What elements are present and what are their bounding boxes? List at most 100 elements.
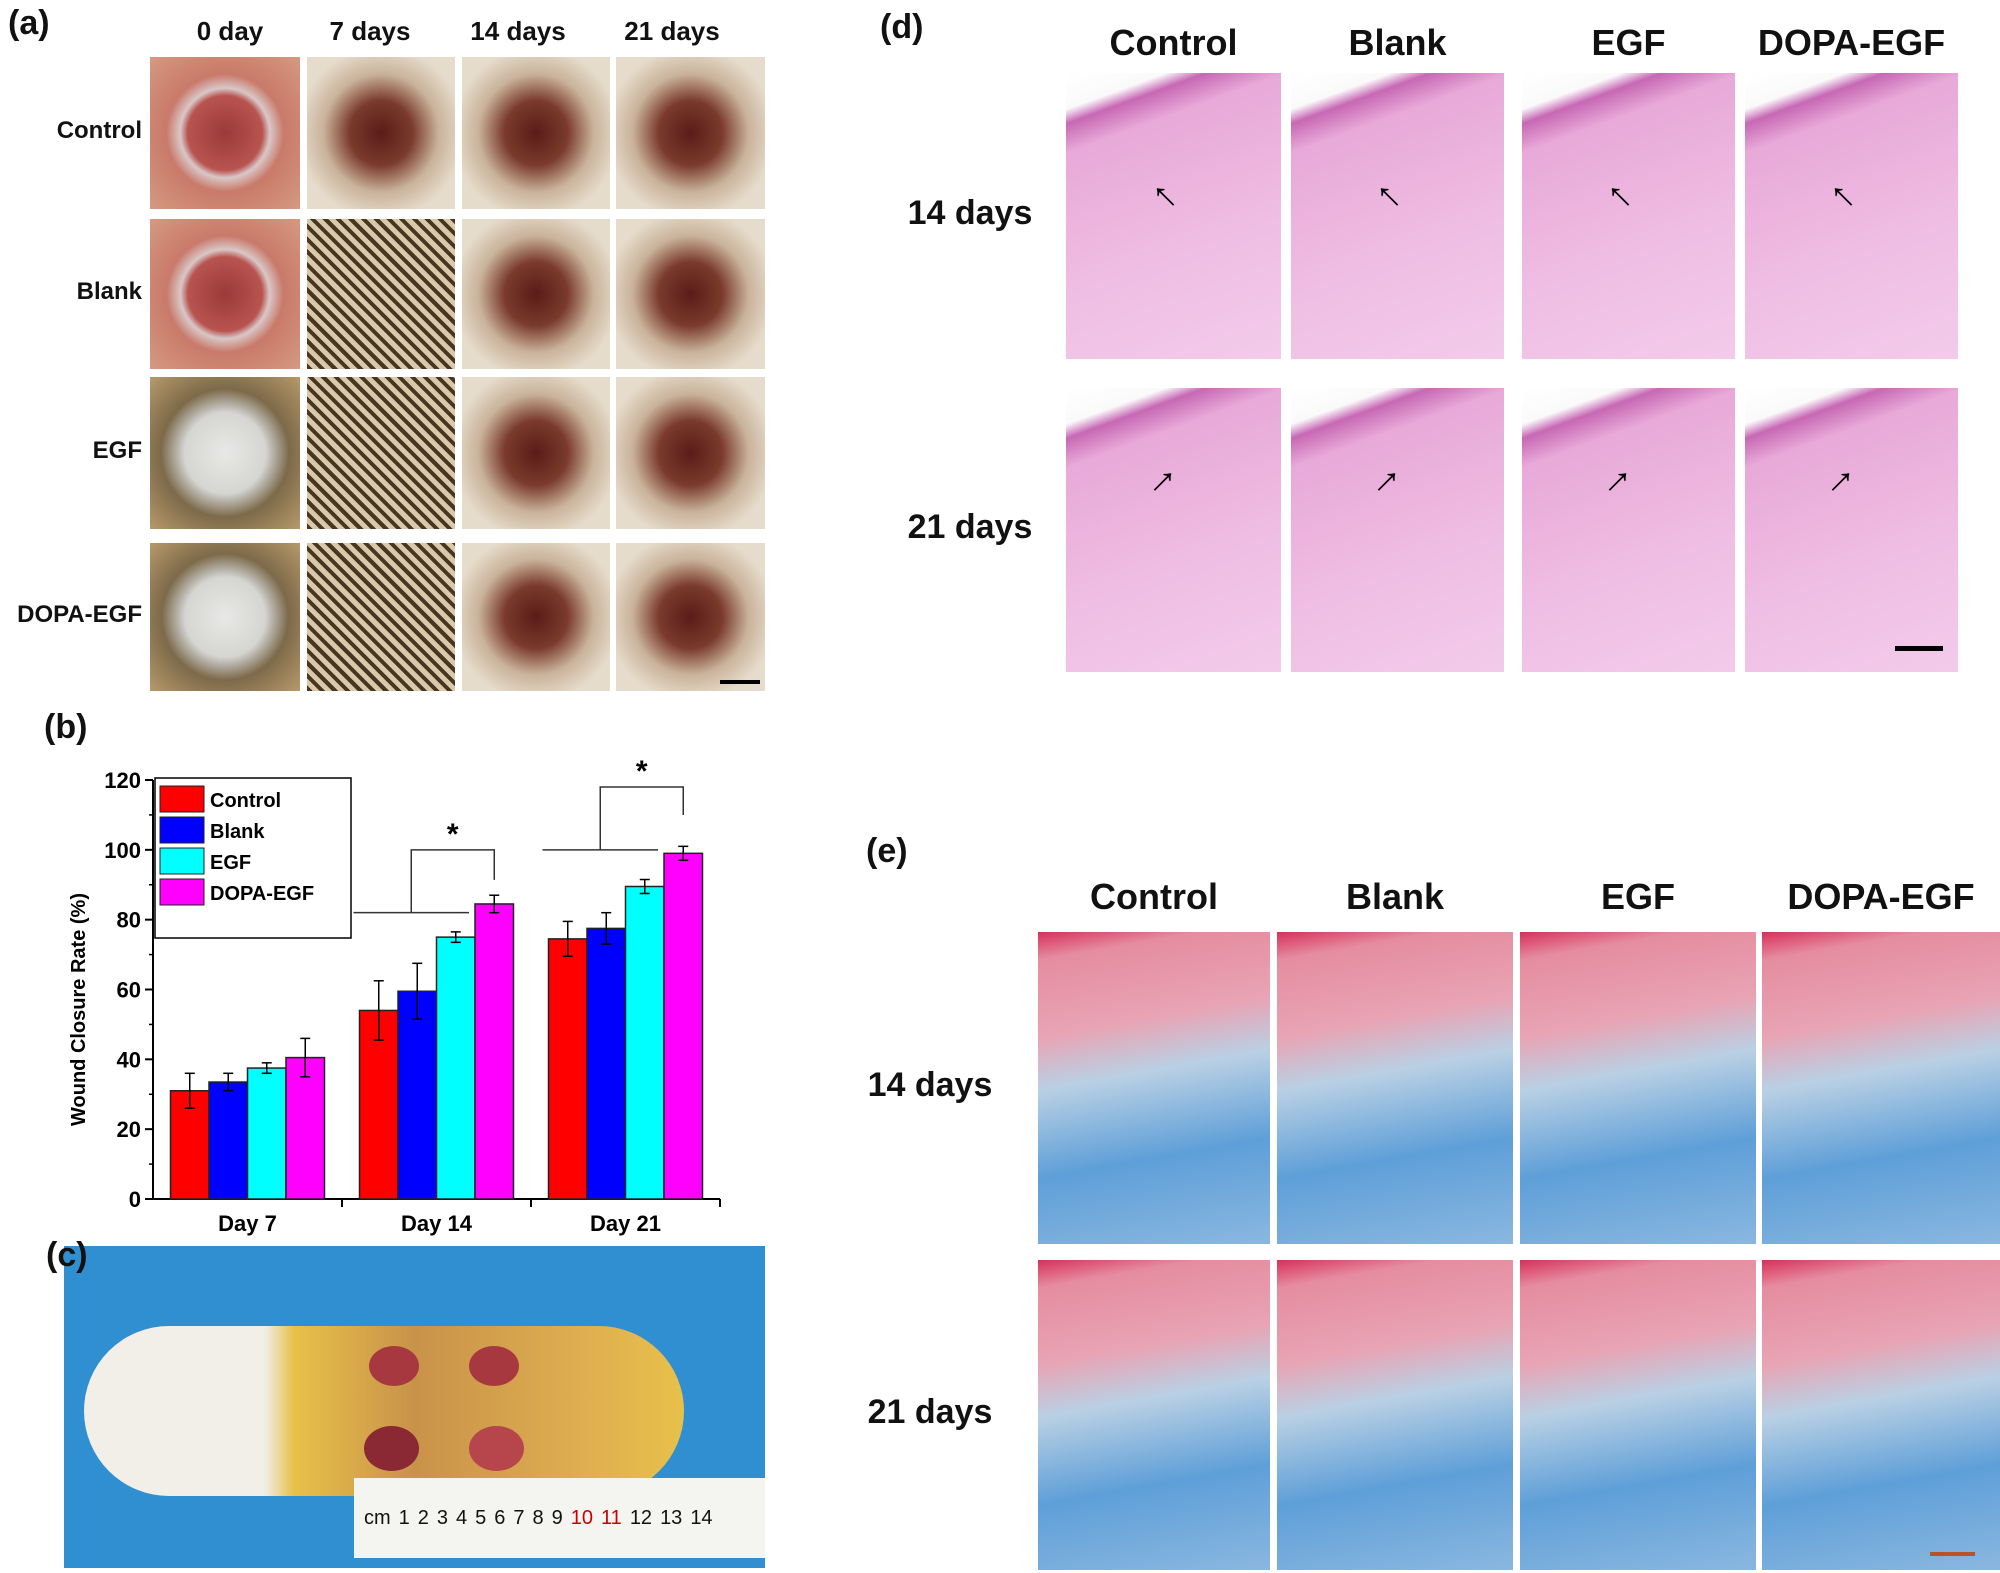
bar-dopa-egf bbox=[474, 903, 515, 1200]
ruler-number: 13 bbox=[660, 1506, 683, 1529]
row-label: 21 days bbox=[907, 508, 1033, 546]
wound-photo bbox=[150, 543, 300, 691]
column-header: Blank bbox=[1348, 22, 1447, 63]
legend-swatch bbox=[159, 785, 205, 813]
he-stain-image: ↑ bbox=[1522, 388, 1735, 672]
scale-bar bbox=[1895, 646, 1943, 651]
legend-swatch bbox=[159, 847, 205, 875]
wound-photo bbox=[150, 377, 300, 529]
x-tick-label: Day 14 bbox=[401, 1211, 473, 1236]
ruler-number: 10 bbox=[570, 1506, 594, 1529]
panel-d-label: (d) bbox=[880, 8, 924, 46]
bar-dopa-egf bbox=[663, 852, 704, 1200]
column-header: Control bbox=[1090, 876, 1218, 917]
ruler-number: 12 bbox=[629, 1506, 653, 1529]
significance-star: * bbox=[636, 755, 648, 788]
wound-closure-bar-chart: 0 20 40 60 80 100 120 Wound Closure Rate (%) Day… bbox=[68, 755, 721, 1236]
panel-a-label: (a) bbox=[8, 4, 50, 42]
panel-e-label: (e) bbox=[866, 832, 908, 870]
he-stain-image: ↑ bbox=[1745, 388, 1958, 672]
column-header: DOPA-EGF bbox=[1757, 22, 1946, 63]
arrow-icon: ↑ bbox=[1141, 457, 1187, 503]
wound-photo bbox=[616, 219, 765, 369]
column-header: Blank bbox=[1345, 876, 1445, 917]
row-label: 21 days bbox=[867, 1393, 993, 1431]
bar-control bbox=[547, 938, 588, 1200]
wound-photo bbox=[462, 219, 610, 369]
legend-label: Blank bbox=[210, 821, 265, 843]
y-tick-label: 20 bbox=[117, 1117, 141, 1142]
masson-stain-image bbox=[1038, 1260, 1270, 1570]
arrow-icon: ↑ bbox=[1596, 457, 1642, 503]
y-tick-label: 100 bbox=[104, 838, 141, 863]
y-tick-label: 80 bbox=[117, 908, 141, 933]
arrow-icon: ↑ bbox=[1595, 172, 1641, 218]
arrow-icon: ↑ bbox=[1364, 172, 1410, 218]
arrow-icon: ↑ bbox=[1365, 457, 1411, 503]
bar-egf bbox=[624, 885, 665, 1200]
significance-bracket bbox=[410, 849, 495, 913]
ruler-number: 4 bbox=[456, 1506, 468, 1529]
masson-stain-image bbox=[1762, 1260, 2000, 1570]
arrow-icon: ↑ bbox=[1819, 457, 1865, 503]
bar-control bbox=[358, 1009, 399, 1200]
wound-photo bbox=[616, 543, 765, 691]
wound-photo bbox=[616, 57, 765, 209]
masson-stain-image bbox=[1762, 932, 2000, 1244]
arrow-icon: ↑ bbox=[1818, 172, 1864, 218]
legend-swatch bbox=[159, 878, 205, 906]
bar-blank bbox=[586, 927, 627, 1200]
column-header: 0 day bbox=[196, 16, 264, 46]
wound-site bbox=[369, 1346, 419, 1386]
ruler-number: 6 bbox=[494, 1506, 506, 1529]
scale-bar bbox=[720, 680, 760, 684]
he-stain-image: ↑ bbox=[1522, 73, 1735, 359]
wound-site bbox=[364, 1426, 419, 1471]
y-tick-label: 0 bbox=[129, 1187, 141, 1212]
wound-photo bbox=[462, 377, 610, 529]
y-tick-label: 40 bbox=[117, 1047, 141, 1072]
wound-photo bbox=[307, 377, 455, 529]
ruler-number: 5 bbox=[475, 1506, 487, 1529]
wound-photo bbox=[462, 57, 610, 209]
row-label: EGF bbox=[92, 437, 142, 464]
ruler-number: 2 bbox=[417, 1506, 429, 1529]
column-header: 14 days bbox=[470, 16, 566, 46]
ruler-number: 8 bbox=[532, 1506, 544, 1529]
x-tick-label: Day 21 bbox=[590, 1211, 661, 1236]
panel-b-label: (b) bbox=[44, 708, 88, 746]
wound-site bbox=[469, 1346, 519, 1386]
arrow-icon: ↑ bbox=[1140, 172, 1186, 218]
ruler-number: 9 bbox=[551, 1506, 563, 1529]
ruler-number: 7 bbox=[513, 1506, 525, 1529]
panel-c-label: (c) bbox=[46, 1236, 88, 1274]
row-label: DOPA-EGF bbox=[17, 601, 142, 628]
x-tick-label: Day 7 bbox=[218, 1211, 277, 1236]
wound-photo bbox=[307, 543, 455, 691]
y-tick-label: 120 bbox=[104, 768, 141, 793]
legend-label: Control bbox=[210, 790, 281, 812]
masson-stain-image bbox=[1277, 1260, 1513, 1570]
wound-photo bbox=[616, 377, 765, 529]
ruler-number: 11 bbox=[601, 1506, 622, 1529]
masson-stain-image bbox=[1520, 932, 1756, 1244]
column-header: EGF bbox=[1600, 876, 1675, 917]
column-header: 21 days bbox=[624, 16, 720, 46]
bar-egf bbox=[435, 936, 476, 1200]
ruler-number: 1 bbox=[398, 1506, 410, 1529]
ruler-number: 14 bbox=[690, 1506, 713, 1529]
ruler-number: 3 bbox=[436, 1506, 449, 1529]
legend-label: EGF bbox=[210, 852, 251, 874]
wound-photo bbox=[462, 543, 610, 691]
wound-site bbox=[469, 1426, 524, 1471]
wound-photo bbox=[307, 219, 455, 369]
bar-blank bbox=[208, 1081, 249, 1200]
masson-stain-image bbox=[1277, 932, 1513, 1244]
column-header: DOPA-EGF bbox=[1787, 876, 1975, 917]
wound-photo bbox=[307, 57, 455, 209]
y-tick-label: 60 bbox=[117, 978, 141, 1003]
legend-swatch bbox=[159, 816, 205, 844]
row-label: Control bbox=[56, 117, 142, 144]
y-axis-label: Wound Closure Rate (%) bbox=[68, 893, 90, 1126]
significance-star: * bbox=[447, 818, 459, 851]
